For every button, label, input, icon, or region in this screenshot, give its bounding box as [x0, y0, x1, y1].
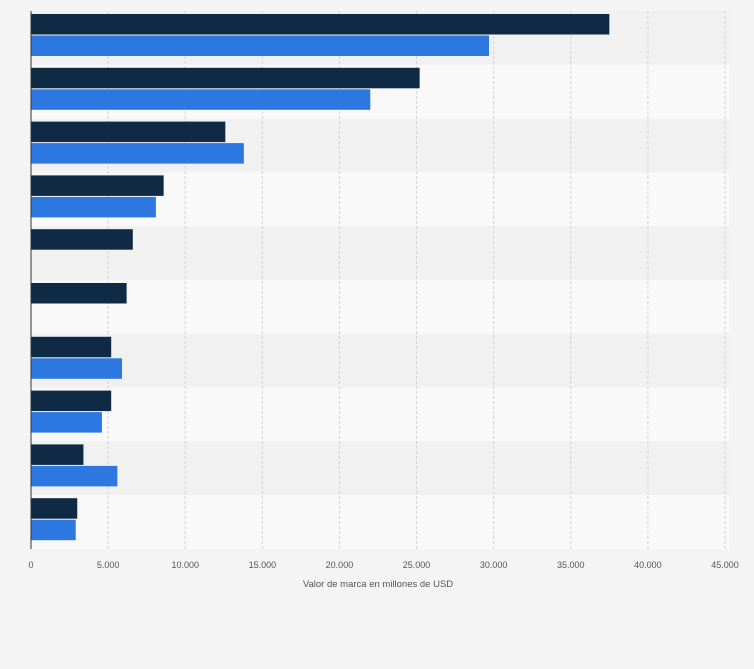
bar-series-1 — [31, 283, 127, 304]
bar-series-1 — [31, 67, 420, 89]
bar-series-1 — [31, 444, 84, 465]
bar-series-2 — [31, 412, 102, 433]
bar-series-2 — [31, 35, 490, 56]
x-tick-label: 45.000 — [711, 560, 739, 570]
x-tick-label: 10.000 — [171, 560, 199, 570]
x-tick-label: 35.000 — [557, 560, 585, 570]
bar-series-2 — [31, 358, 122, 379]
row-bands — [31, 11, 729, 549]
bar-series-1 — [31, 336, 112, 358]
bar-series-1 — [31, 229, 133, 250]
row-band — [31, 333, 729, 388]
x-tick-label: 15.000 — [249, 560, 277, 570]
row-band — [31, 280, 729, 334]
x-tick-label: 25.000 — [403, 560, 431, 570]
bar-series-1 — [31, 390, 112, 412]
x-axis-title: Valor de marca en millones de USD — [303, 579, 453, 590]
bar-series-2 — [31, 196, 156, 218]
bar-series-1 — [31, 121, 226, 143]
row-band — [31, 226, 729, 280]
x-tick-label: 30.000 — [480, 560, 508, 570]
bar-series-1 — [31, 14, 610, 35]
bar-series-1 — [31, 498, 78, 519]
row-band — [31, 495, 729, 549]
x-tick-label: 0 — [28, 560, 33, 570]
bar-series-2 — [31, 89, 371, 110]
bar-series-2 — [31, 519, 76, 541]
bar-series-1 — [31, 175, 164, 196]
bars — [31, 14, 610, 541]
x-tick-label: 20.000 — [326, 560, 354, 570]
bar-series-2 — [31, 143, 244, 164]
x-tick-label: 5.000 — [97, 560, 120, 570]
x-tick-label: 40.000 — [634, 560, 662, 570]
x-tick-labels: 0 5.000 10.000 15.000 20.000 25.000 30.000 35.0… — [28, 560, 738, 570]
row-band — [31, 387, 729, 442]
row-band — [31, 441, 729, 496]
bar-series-2 — [31, 465, 118, 487]
